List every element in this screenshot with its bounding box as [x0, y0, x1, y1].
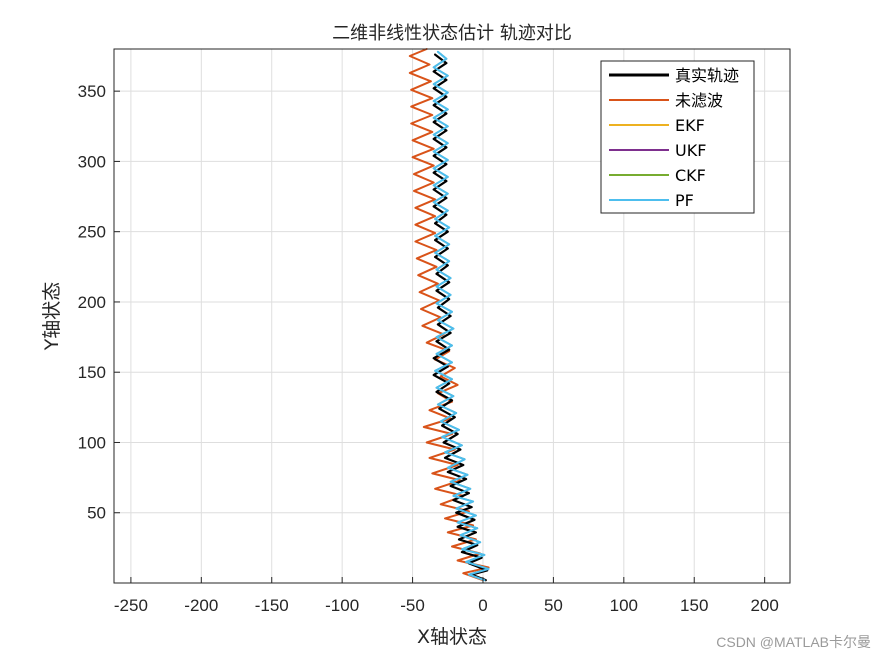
- legend-label-2: EKF: [675, 116, 705, 135]
- x-tick-label: -50: [400, 596, 425, 615]
- series-line-5: [432, 50, 490, 582]
- x-tick-label: -100: [325, 596, 359, 615]
- y-tick-label: 350: [78, 82, 106, 101]
- axes-box: [113, 48, 791, 584]
- y-tick-label: 100: [78, 433, 106, 452]
- x-tick-label: 200: [750, 596, 778, 615]
- series-lines: [408, 48, 490, 582]
- y-tick-label: 50: [87, 504, 106, 523]
- series-line-0: [432, 53, 489, 582]
- legend-label-0: 真实轨迹: [675, 66, 739, 85]
- x-tick-label: 150: [680, 596, 708, 615]
- y-tick-label: 300: [78, 152, 106, 171]
- y-tick-label: 150: [78, 363, 106, 382]
- y-tick-label: 250: [78, 223, 106, 242]
- y-axis-label: Y轴状态: [41, 282, 63, 352]
- x-tick-label: 0: [478, 596, 487, 615]
- x-tick-label: -150: [255, 596, 289, 615]
- x-axis-label: X轴状态: [417, 626, 487, 648]
- legend-label-5: PF: [675, 191, 694, 210]
- series-line-1: [408, 48, 490, 582]
- x-tick-label: 100: [610, 596, 638, 615]
- legend-label-4: CKF: [675, 166, 706, 185]
- legend-label-1: 未滤波: [675, 91, 723, 110]
- y-tick-label: 200: [78, 293, 106, 312]
- x-tick-label: 50: [544, 596, 563, 615]
- x-tick-label: -250: [114, 596, 148, 615]
- watermark: CSDN @MATLAB卡尔曼: [716, 634, 871, 650]
- legend-box: [600, 60, 755, 214]
- legend-label-3: UKF: [675, 141, 706, 160]
- chart-title: 二维非线性状态估计 轨迹对比: [332, 23, 572, 44]
- axis-ticks: -250 -200 -150 -100 -50 0 50 100 150 200 50 100 150 2…: [78, 82, 779, 615]
- x-tick-label: -200: [184, 596, 218, 615]
